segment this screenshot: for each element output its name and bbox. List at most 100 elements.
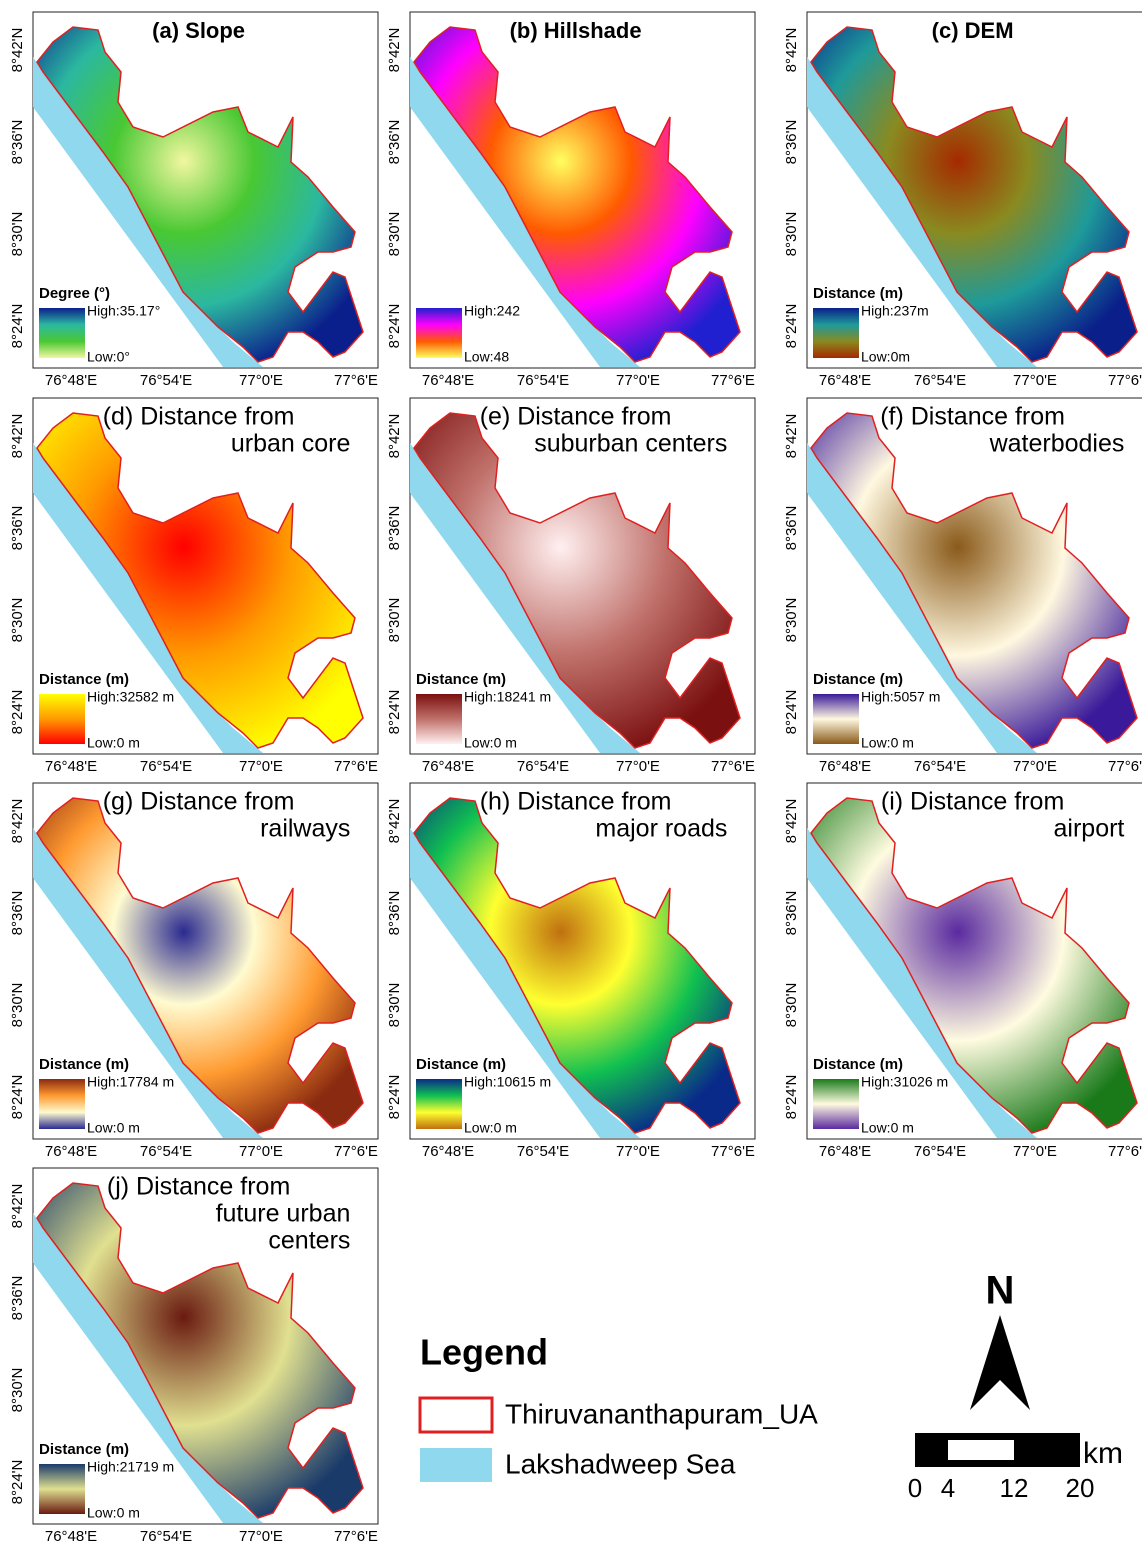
lat-label: 8°30'N bbox=[9, 598, 26, 643]
lat-label: 8°24'N bbox=[783, 1075, 800, 1120]
legend-low: Low:0 m bbox=[87, 1505, 140, 1521]
panel-title: (j) Distance from bbox=[107, 1173, 290, 1201]
panel-title: (b) Hillshade bbox=[510, 18, 642, 43]
legend-title: Distance (m) bbox=[416, 671, 506, 688]
panel-title: suburban centers bbox=[534, 430, 727, 458]
map-panel: (i) Distance fromairportDistance (m)High… bbox=[783, 783, 1142, 1160]
lat-label: 8°42'N bbox=[386, 28, 403, 73]
lat-label: 8°30'N bbox=[9, 1368, 26, 1413]
lat-label: 8°30'N bbox=[386, 212, 403, 257]
lat-label: 8°42'N bbox=[9, 1184, 26, 1229]
lon-label: 76°48'E bbox=[422, 372, 474, 389]
lat-label: 8°24'N bbox=[9, 690, 26, 735]
legend-ramp bbox=[39, 308, 85, 358]
panel-title: waterbodies bbox=[989, 430, 1125, 458]
lat-label: 8°36'N bbox=[9, 1276, 26, 1321]
figure: (a) SlopeDegree (°)High:35.17°Low:0°76°4… bbox=[0, 0, 1142, 1558]
lat-label: 8°24'N bbox=[9, 1075, 26, 1120]
lat-label: 8°30'N bbox=[783, 598, 800, 643]
legend-high: High:242 bbox=[464, 303, 520, 319]
lon-label: 77°0'E bbox=[616, 372, 660, 389]
panel-title: major roads bbox=[595, 815, 727, 843]
legend-title: Degree (°) bbox=[39, 285, 110, 302]
lon-label: 77°0'E bbox=[616, 1143, 660, 1160]
lat-label: 8°30'N bbox=[386, 598, 403, 643]
legend-high: High:35.17° bbox=[87, 303, 160, 319]
lon-label: 77°6'E bbox=[711, 372, 755, 389]
lon-label: 77°0'E bbox=[239, 1528, 283, 1545]
lon-label: 76°54'E bbox=[517, 1143, 569, 1160]
lon-label: 77°6'E bbox=[711, 1143, 755, 1160]
legend-low: Low:0 m bbox=[87, 1120, 140, 1136]
lon-label: 76°54'E bbox=[914, 372, 966, 389]
lon-label: 77°6'E bbox=[334, 1528, 378, 1545]
legend-ramp bbox=[416, 1079, 462, 1129]
lon-label: 77°6'E bbox=[1108, 758, 1142, 775]
scale-segment bbox=[1014, 1433, 1080, 1467]
panel-title: (h) Distance from bbox=[480, 788, 672, 816]
lon-label: 76°54'E bbox=[140, 372, 192, 389]
legend-low: Low:0m bbox=[861, 349, 910, 365]
legend-high: High:31026 m bbox=[861, 1074, 948, 1090]
legend-low: Low:0 m bbox=[464, 735, 517, 751]
lon-label: 76°54'E bbox=[140, 758, 192, 775]
lat-label: 8°42'N bbox=[783, 799, 800, 844]
legend-high: High:10615 m bbox=[464, 1074, 551, 1090]
lon-label: 77°0'E bbox=[239, 1143, 283, 1160]
lat-label: 8°30'N bbox=[9, 212, 26, 257]
lat-label: 8°42'N bbox=[386, 414, 403, 459]
lon-label: 76°48'E bbox=[45, 372, 97, 389]
lat-label: 8°24'N bbox=[386, 690, 403, 735]
lon-label: 77°0'E bbox=[239, 758, 283, 775]
lat-label: 8°24'N bbox=[9, 304, 26, 349]
legend-title: Distance (m) bbox=[416, 1056, 506, 1073]
legend-ramp bbox=[39, 1079, 85, 1129]
legend-swatch bbox=[420, 1398, 492, 1432]
panel-title: (f) Distance from bbox=[880, 403, 1065, 431]
legend-title: Distance (m) bbox=[813, 1056, 903, 1073]
north-label: N bbox=[986, 1269, 1015, 1313]
legend-swatch bbox=[420, 1448, 492, 1482]
legend-low: Low:0 m bbox=[861, 735, 914, 751]
lon-label: 76°48'E bbox=[45, 1143, 97, 1160]
legend-low: Low:0 m bbox=[861, 1120, 914, 1136]
panel-title: centers bbox=[268, 1227, 350, 1255]
lon-label: 77°0'E bbox=[1013, 372, 1057, 389]
legend-title: Distance (m) bbox=[39, 671, 129, 688]
scale-segment bbox=[915, 1433, 948, 1467]
lon-label: 76°48'E bbox=[819, 758, 871, 775]
legend-low: Low:0 m bbox=[87, 735, 140, 751]
legend-ramp bbox=[416, 308, 462, 358]
lat-label: 8°36'N bbox=[9, 120, 26, 165]
lon-label: 77°0'E bbox=[616, 758, 660, 775]
scale-tick: 12 bbox=[1000, 1473, 1029, 1503]
lat-label: 8°30'N bbox=[386, 983, 403, 1028]
lon-label: 76°48'E bbox=[45, 1528, 97, 1545]
legend-high: High:32582 m bbox=[87, 689, 174, 705]
lon-label: 77°6'E bbox=[1108, 372, 1142, 389]
scale-tick: 4 bbox=[941, 1473, 955, 1503]
lat-label: 8°36'N bbox=[386, 891, 403, 936]
lon-label: 76°48'E bbox=[422, 758, 474, 775]
lon-label: 76°54'E bbox=[517, 372, 569, 389]
lat-label: 8°24'N bbox=[783, 304, 800, 349]
legend-label: Lakshadweep Sea bbox=[505, 1448, 736, 1479]
legend-low: Low:0 m bbox=[464, 1120, 517, 1136]
lon-label: 76°54'E bbox=[517, 758, 569, 775]
lat-label: 8°36'N bbox=[783, 891, 800, 936]
lon-label: 77°0'E bbox=[1013, 758, 1057, 775]
lon-label: 77°6'E bbox=[334, 372, 378, 389]
legend-high: High:21719 m bbox=[87, 1459, 174, 1475]
lon-label: 77°6'E bbox=[711, 758, 755, 775]
lon-label: 76°48'E bbox=[819, 372, 871, 389]
scale-tick: 20 bbox=[1066, 1473, 1095, 1503]
lat-label: 8°30'N bbox=[783, 212, 800, 257]
map-panel: (j) Distance fromfuture urbancentersDist… bbox=[9, 1168, 378, 1545]
map-panel: (f) Distance fromwaterbodiesDistance (m)… bbox=[783, 398, 1142, 775]
legend-high: High:17784 m bbox=[87, 1074, 174, 1090]
lat-label: 8°42'N bbox=[783, 28, 800, 73]
legend-high: High:237m bbox=[861, 303, 929, 319]
lat-label: 8°24'N bbox=[386, 1075, 403, 1120]
